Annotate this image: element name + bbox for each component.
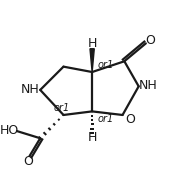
- Text: NH: NH: [21, 82, 40, 96]
- Text: or1: or1: [54, 103, 70, 113]
- Text: H: H: [88, 131, 97, 144]
- Text: NH: NH: [139, 79, 158, 92]
- Polygon shape: [90, 49, 94, 72]
- Text: O: O: [145, 34, 155, 47]
- Text: H: H: [88, 37, 97, 50]
- Text: or1: or1: [97, 114, 114, 124]
- Text: or1: or1: [97, 60, 114, 70]
- Text: O: O: [23, 155, 33, 168]
- Text: O: O: [125, 113, 135, 126]
- Text: HO: HO: [0, 124, 19, 137]
